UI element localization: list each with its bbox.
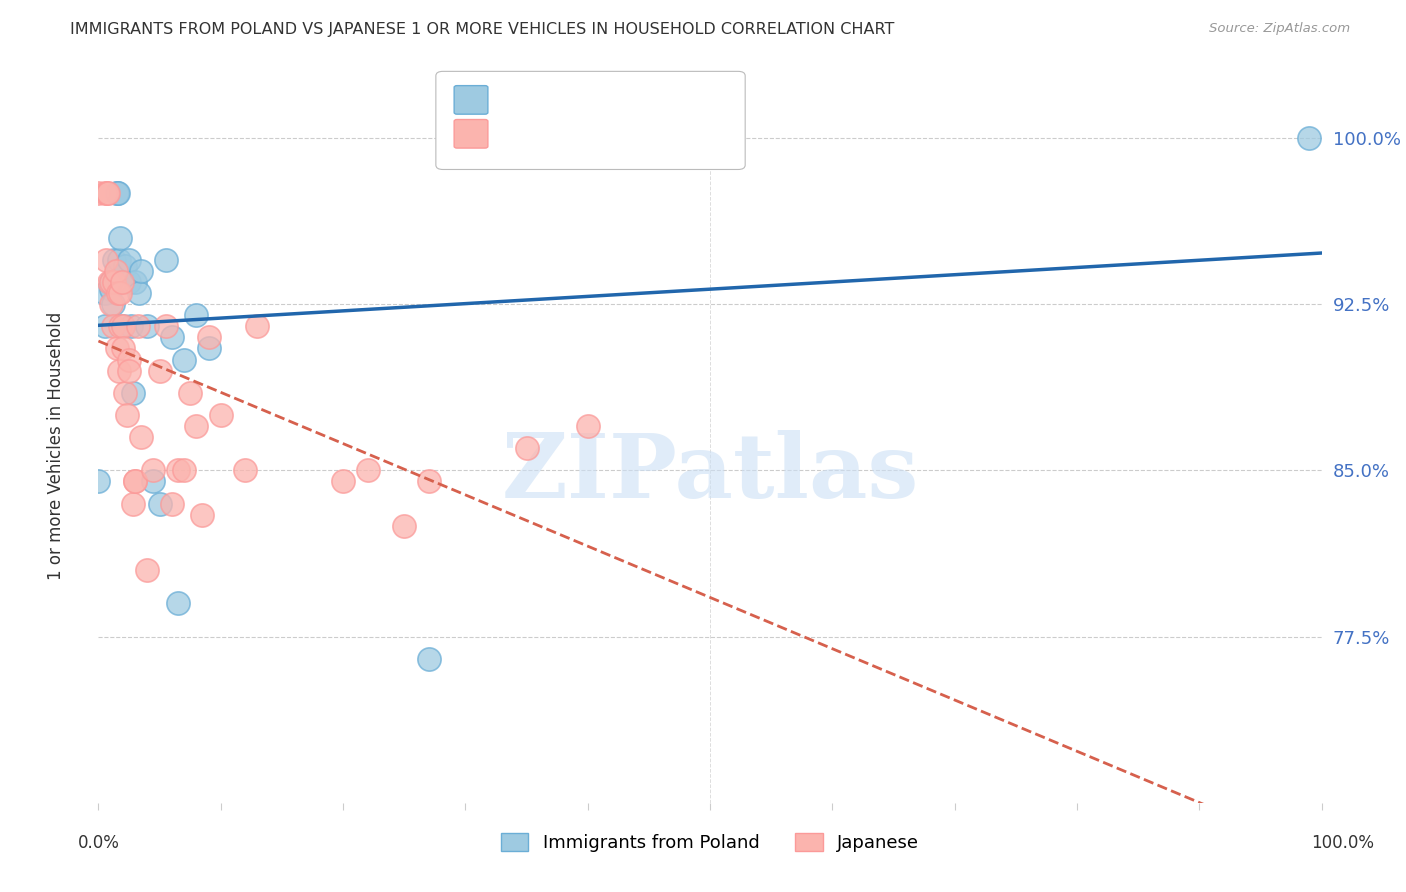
Point: [124, 475, 146, 489]
Point: [356, 463, 378, 477]
Point: [101, 319, 124, 334]
Text: R = 0.401   N = 35: R = 0.401 N = 35: [496, 91, 681, 109]
Text: Source: ZipAtlas.com: Source: ZipAtlas.com: [1209, 22, 1350, 36]
Point: [108, 252, 131, 267]
Point: [103, 275, 125, 289]
Point: [124, 475, 146, 489]
Point: [103, 252, 125, 267]
Point: [233, 463, 256, 477]
Point: [111, 342, 134, 356]
Point: [111, 319, 134, 334]
Point: [197, 342, 219, 356]
Point: [418, 475, 440, 489]
Point: [96, 186, 118, 201]
Point: [111, 275, 134, 289]
Point: [127, 319, 149, 334]
Point: [110, 319, 132, 334]
Point: [87, 475, 110, 489]
Point: [118, 352, 141, 367]
Point: [110, 275, 132, 289]
Point: [246, 319, 269, 334]
Text: R = 0.156   N = 48: R = 0.156 N = 48: [496, 125, 681, 143]
Point: [173, 463, 195, 477]
Point: [197, 330, 219, 344]
Point: [149, 363, 172, 377]
Point: [118, 275, 141, 289]
Point: [191, 508, 214, 522]
Point: [93, 186, 115, 201]
Point: [97, 186, 120, 201]
Point: [118, 363, 141, 377]
Point: [100, 275, 122, 289]
Point: [160, 497, 183, 511]
Point: [1298, 131, 1320, 145]
Point: [136, 319, 159, 334]
Point: [129, 430, 152, 444]
Point: [100, 282, 122, 296]
Point: [114, 260, 136, 274]
Legend: Immigrants from Poland, Japanese: Immigrants from Poland, Japanese: [501, 833, 920, 852]
Point: [142, 475, 165, 489]
Point: [121, 497, 143, 511]
Point: [136, 563, 159, 577]
Point: [186, 419, 208, 434]
Point: [100, 275, 122, 289]
Point: [93, 285, 115, 300]
Point: [576, 419, 599, 434]
Point: [155, 252, 177, 267]
Point: [129, 264, 152, 278]
Point: [105, 186, 128, 201]
Point: [98, 275, 121, 289]
Point: [155, 319, 177, 334]
Point: [110, 285, 132, 300]
Point: [186, 308, 208, 322]
Point: [121, 385, 143, 400]
Point: [160, 330, 183, 344]
Point: [124, 275, 146, 289]
Point: [418, 651, 440, 665]
Point: [515, 441, 537, 455]
Point: [120, 319, 142, 334]
Text: ZIPatlas: ZIPatlas: [502, 430, 918, 517]
Point: [108, 363, 131, 377]
Point: [87, 186, 110, 201]
Point: [93, 319, 115, 334]
Point: [94, 252, 117, 267]
Point: [173, 352, 195, 367]
Point: [149, 497, 172, 511]
Point: [111, 319, 134, 334]
Point: [392, 518, 416, 533]
Point: [105, 342, 128, 356]
Point: [107, 285, 129, 300]
Point: [179, 385, 201, 400]
Point: [107, 186, 129, 201]
Point: [104, 264, 127, 278]
Point: [128, 285, 150, 300]
Point: [105, 186, 128, 201]
Point: [114, 385, 136, 400]
Point: [101, 297, 124, 311]
Text: 100.0%: 100.0%: [1312, 834, 1374, 852]
Point: [167, 463, 190, 477]
Point: [209, 408, 232, 422]
Point: [110, 230, 132, 244]
Point: [115, 408, 138, 422]
Point: [100, 297, 122, 311]
Point: [118, 252, 141, 267]
Text: 1 or more Vehicles in Household: 1 or more Vehicles in Household: [48, 312, 65, 580]
Text: IMMIGRANTS FROM POLAND VS JAPANESE 1 OR MORE VEHICLES IN HOUSEHOLD CORRELATION C: IMMIGRANTS FROM POLAND VS JAPANESE 1 OR …: [70, 22, 894, 37]
Point: [142, 463, 165, 477]
Point: [104, 268, 127, 283]
Text: 0.0%: 0.0%: [77, 834, 120, 852]
Point: [167, 596, 190, 610]
Point: [332, 475, 354, 489]
